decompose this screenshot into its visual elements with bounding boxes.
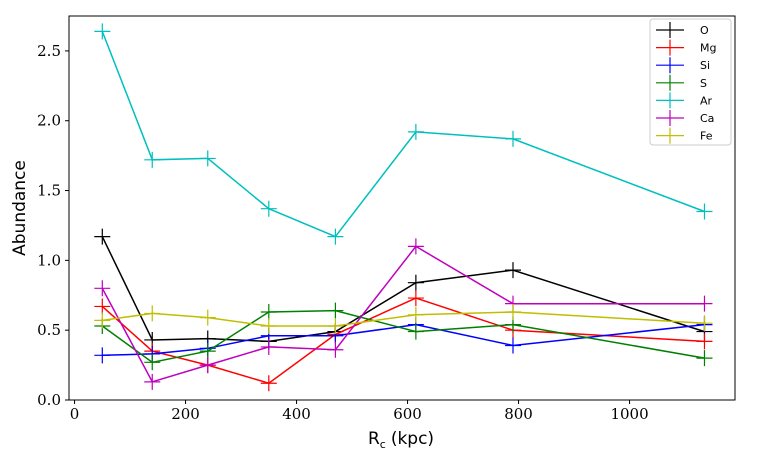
point-si-6 [505,337,521,354]
series-line-si [102,323,705,357]
y-tick-label: 2.0 [37,112,61,130]
legend-marker [656,110,684,126]
point-s-2 [199,343,216,360]
legend-marker [656,39,684,56]
y-axis-label: Abundance [10,160,30,256]
series-line-ar [101,31,705,238]
point-ca-2 [199,357,216,374]
series-layer [94,23,713,392]
y-tick-label: 1.0 [37,251,61,269]
y-tick-label: 1.5 [37,182,61,200]
point-s-3 [260,304,277,321]
legend: O Mg Si S Ar Ca Fe [649,18,732,146]
point-ca-3 [260,338,277,355]
series-s [94,302,713,371]
legend-marker [656,127,684,144]
plot-frame [68,15,736,401]
point-s-5 [407,323,424,340]
series-fe [94,304,713,334]
series-ar [94,23,713,245]
legend-label: Ar [700,94,713,107]
point-ar-7 [696,203,713,220]
series-ca [94,238,713,390]
point-mg-5 [407,290,424,307]
point-ar-0 [94,23,111,40]
x-axis-label-subscript: c [380,438,386,451]
point-mg-7 [696,333,713,350]
point-ar-3 [260,200,277,217]
point-ca-1 [144,373,161,390]
legend-label: O [700,24,709,37]
point-ca-0 [94,280,111,297]
legend-label: S [700,77,707,90]
point-fe-5 [407,306,424,323]
point-ar-2 [199,150,216,167]
legend-marker [656,74,684,91]
point-ca-4 [327,341,344,358]
series-mg [94,290,713,392]
series-line-s [101,309,705,364]
series-line-ca [101,245,705,383]
legend-item-ca: Ca [656,110,714,126]
x-tick-label: 400 [282,405,311,423]
legend-item-si: Si [656,57,710,74]
point-fe-2 [199,309,216,326]
point-fe-7 [696,315,713,332]
y-tick-label: 0.0 [37,391,61,409]
x-tick-label: 200 [171,405,200,423]
legend-item-ar: Ar [656,92,713,109]
point-ca-7 [696,295,713,312]
point-s-7 [696,350,713,367]
point-ar-4 [327,228,344,245]
point-si-0 [94,347,111,364]
point-o-0 [94,228,111,245]
point-mg-3 [260,375,277,392]
point-o-6 [505,262,521,279]
series-si [94,316,713,364]
point-fe-1 [144,305,161,322]
point-s-4 [327,302,344,319]
legend-item-mg: Mg [656,39,716,56]
legend-marker [656,57,684,74]
x-axis-label-unit: (kpc) [391,429,434,449]
series-o [94,228,713,350]
legend-label: Mg [700,42,716,55]
point-fe-4 [327,317,344,334]
legend-item-s: S [656,74,707,91]
x-tick-label: 600 [393,405,422,423]
x-tick-label: 0 [70,405,80,423]
point-ar-6 [505,130,521,147]
x-tick-label: 1000 [610,405,648,423]
point-fe-0 [94,312,111,329]
legend-label: Si [700,59,710,72]
legend-marker [656,22,684,38]
point-s-1 [144,354,161,371]
y-tick-label: 0.5 [37,321,61,339]
legend-box [649,18,732,146]
legend-item-fe: Fe [656,127,713,144]
point-fe-3 [260,317,277,334]
x-axis-label: Rc (kpc) [368,429,434,451]
x-axis-label-main: R [368,429,380,449]
legend-label: Ca [700,112,714,125]
legend-marker [656,92,684,109]
point-ca-5 [407,238,424,255]
point-o-5 [407,274,424,291]
point-ar-5 [407,123,424,140]
y-tick-label: 2.5 [37,42,61,60]
x-tick-label: 800 [504,405,533,423]
ticks-layer: 0 200 400 600 800 1000 0.0 0.5 1.0 1.5 2.0 2.5 [37,42,649,423]
series-line-fe [102,311,705,327]
point-ar-1 [144,151,161,168]
point-fe-6 [505,304,521,321]
point-mg-0 [94,298,111,315]
legend-item-o: O [656,22,709,38]
legend-label: Fe [700,130,713,143]
